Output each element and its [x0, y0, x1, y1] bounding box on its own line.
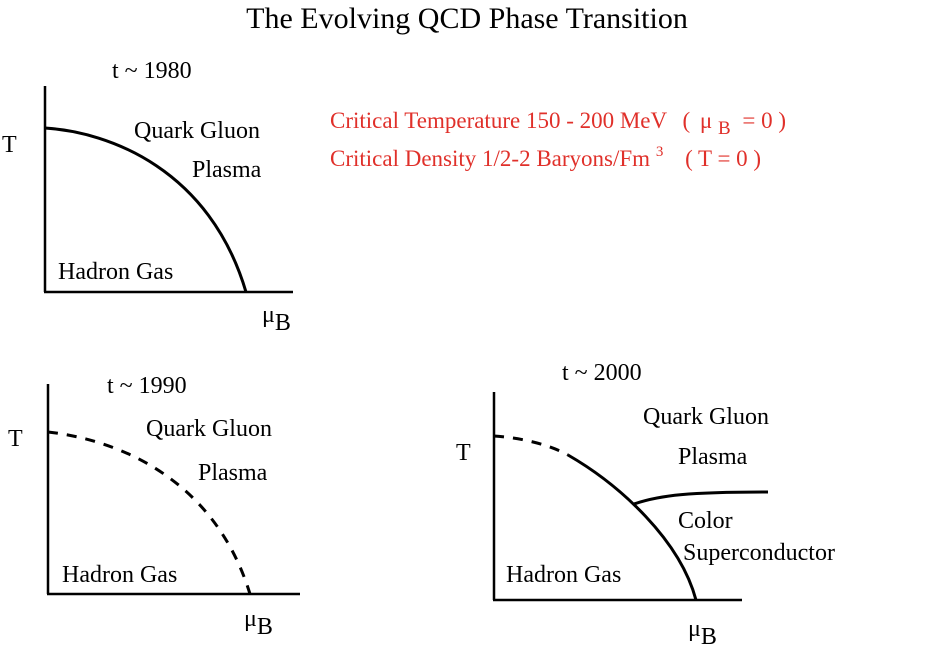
critical-density-label: Critical Density 1/2-2 Baryons/Fm — [330, 146, 650, 171]
panel-1980-hadron-gas-label: Hadron Gas — [58, 259, 173, 285]
critical-density-text: Critical Density 1/2-2 Baryons/Fm 3 ( T … — [330, 136, 761, 171]
panel-1980: t ~ 1980 T μB Quark Gluon Plasma Hadron … — [2, 58, 293, 336]
panel-1990-phase-boundary-dashed — [47, 430, 252, 595]
panel-1990-x-axis-mu: μ — [244, 606, 257, 632]
panel-2000-csc-boundary — [633, 490, 769, 506]
panel-1980-qgp-line2: Plasma — [192, 157, 262, 183]
panel-1980-x-axis-sub: B — [275, 310, 291, 336]
critical-notes: Critical Temperature 150 - 200 MeV ( μ B… — [330, 108, 786, 171]
critical-temperature-mu-sub: B — [718, 118, 731, 139]
panel-2000-qgp-line2: Plasma — [678, 444, 748, 470]
critical-temperature-close: = 0 ) — [742, 108, 786, 133]
panel-1980-x-axis-mu: μ — [262, 302, 275, 328]
panel-1990-y-axis-label: T — [8, 426, 23, 452]
panel-1990: t ~ 1990 T μB Quark Gluon Plasma Hadron … — [8, 373, 300, 640]
panel-1990-x-axis-sub: B — [257, 614, 273, 640]
panel-1980-era-label: t ~ 1980 — [112, 58, 192, 84]
panel-2000-y-axis-label: T — [456, 440, 471, 466]
panel-2000-phase-boundary-solid — [567, 453, 698, 601]
panel-2000: t ~ 2000 T μB Quark Gluon Plasma Color S… — [456, 360, 835, 650]
panel-2000-hadron-gas-label: Hadron Gas — [506, 562, 621, 588]
figure-title: The Evolving QCD Phase Transition — [246, 2, 688, 35]
panel-2000-csc-line1: Color — [678, 508, 733, 534]
panel-1980-x-axis-label: μB — [262, 302, 291, 336]
panel-1990-era-label: t ~ 1990 — [107, 373, 187, 399]
panel-1990-qgp-line1: Quark Gluon — [146, 416, 272, 442]
critical-temperature-open: ( — [682, 108, 690, 133]
panel-2000-phase-boundary-dashed — [493, 434, 569, 457]
critical-temperature-text: Critical Temperature 150 - 200 MeV ( μ B… — [330, 108, 786, 139]
panel-2000-csc-line2: Superconductor — [683, 540, 835, 566]
critical-density-superscript: 3 — [656, 144, 664, 160]
panel-1990-x-axis-label: μB — [244, 606, 273, 640]
panel-1980-y-axis-label: T — [2, 132, 17, 158]
panel-2000-x-axis-label: μB — [688, 616, 717, 645]
panel-2000-era-label: t ~ 2000 — [562, 360, 642, 386]
critical-density-condition: ( T = 0 ) — [685, 146, 761, 171]
panel-1980-phase-boundary — [44, 126, 248, 293]
panel-2000-qgp-line1: Quark Gluon — [643, 404, 769, 430]
panel-1980-qgp-line1: Quark Gluon — [134, 118, 260, 144]
panel-1990-qgp-line2: Plasma — [198, 460, 268, 486]
critical-temperature-mu: μ — [700, 108, 712, 133]
panel-1990-hadron-gas-label: Hadron Gas — [62, 562, 177, 588]
panel-2000-x-axis-sub: B — [701, 624, 717, 645]
critical-temperature-label: Critical Temperature 150 - 200 MeV — [330, 108, 668, 133]
panel-2000-x-axis-mu: μ — [688, 616, 701, 642]
